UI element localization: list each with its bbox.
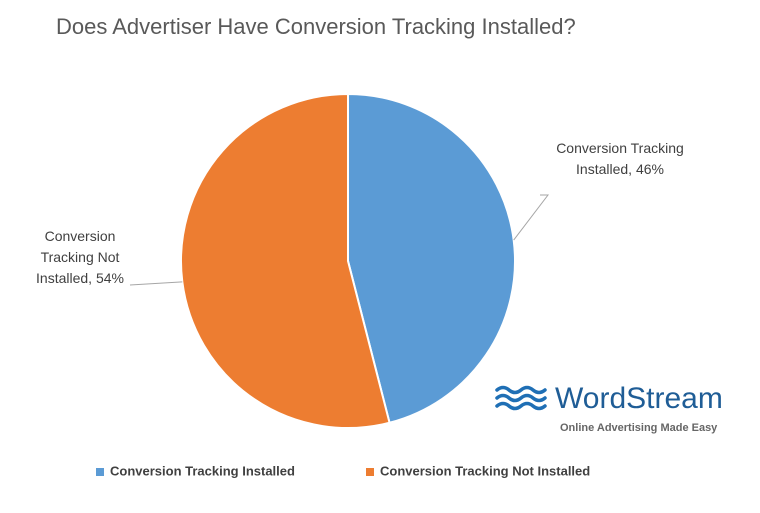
logo-name: WordStream [555, 382, 723, 415]
logo-icon [495, 385, 547, 411]
data-label: Conversion Tracking Installed, 46% [556, 140, 684, 177]
legend-label: Conversion Tracking Not Installed [380, 463, 590, 478]
pie-slice [180, 92, 391, 429]
legend-label: Conversion Tracking Installed [110, 463, 295, 478]
logo-tagline: Online Advertising Made Easy [560, 422, 718, 434]
pie-slice [347, 92, 516, 424]
leader-line [129, 281, 183, 286]
data-label: Conversion Tracking Not Installed, 54% [36, 228, 124, 286]
leader-line [513, 194, 550, 241]
chart-title: Does Advertiser Have Conversion Tracking… [56, 14, 576, 39]
legend-swatch [96, 468, 104, 476]
legend-swatch [366, 468, 374, 476]
